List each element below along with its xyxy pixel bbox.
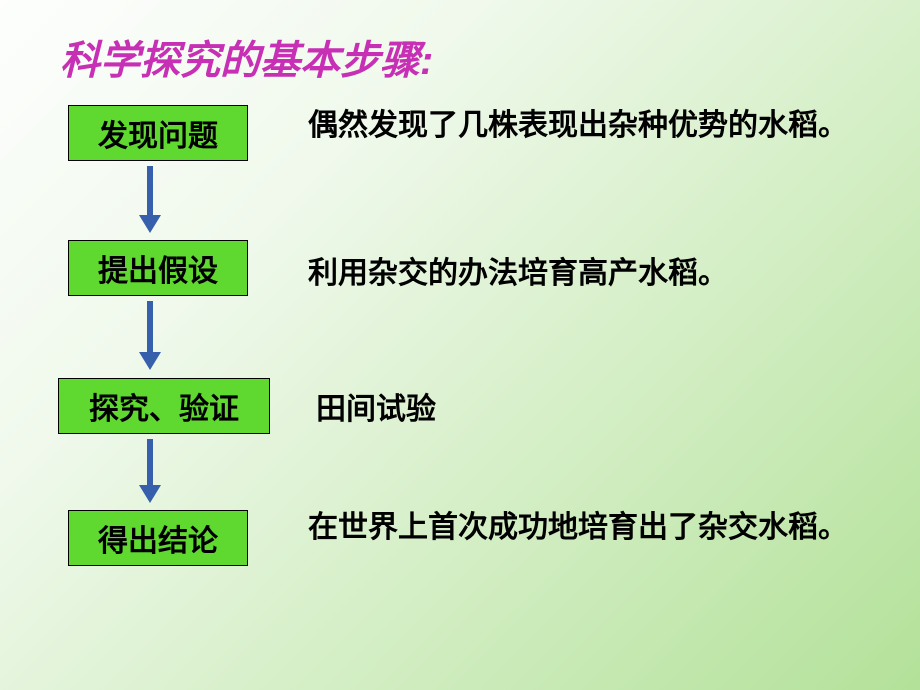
step-label: 得出结论	[98, 516, 218, 560]
step-description-2: 利用杂交的办法培育高产水稻。	[308, 252, 868, 296]
arrow-line	[147, 166, 153, 215]
step-label: 提出假设	[98, 246, 218, 290]
step-label: 发现问题	[98, 111, 218, 155]
step-box-2: 提出假设	[68, 240, 248, 296]
step-box-3: 探究、验证	[58, 378, 270, 434]
arrow-head-icon	[139, 485, 161, 503]
arrow-head-icon	[139, 215, 161, 233]
page-title: 科学探究的基本步骤:	[60, 28, 433, 86]
step-description-3: 田间试验	[316, 388, 716, 432]
arrow-line	[147, 439, 153, 485]
arrow-head-icon	[139, 352, 161, 370]
step-box-4: 得出结论	[68, 510, 248, 566]
step-description-4: 在世界上首次成功地培育出了杂交水稻。	[308, 506, 848, 550]
step-label: 探究、验证	[89, 384, 239, 428]
arrow-line	[147, 301, 153, 352]
step-box-1: 发现问题	[68, 105, 248, 161]
step-description-1: 偶然发现了几株表现出杂种优势的水稻。	[308, 104, 848, 148]
